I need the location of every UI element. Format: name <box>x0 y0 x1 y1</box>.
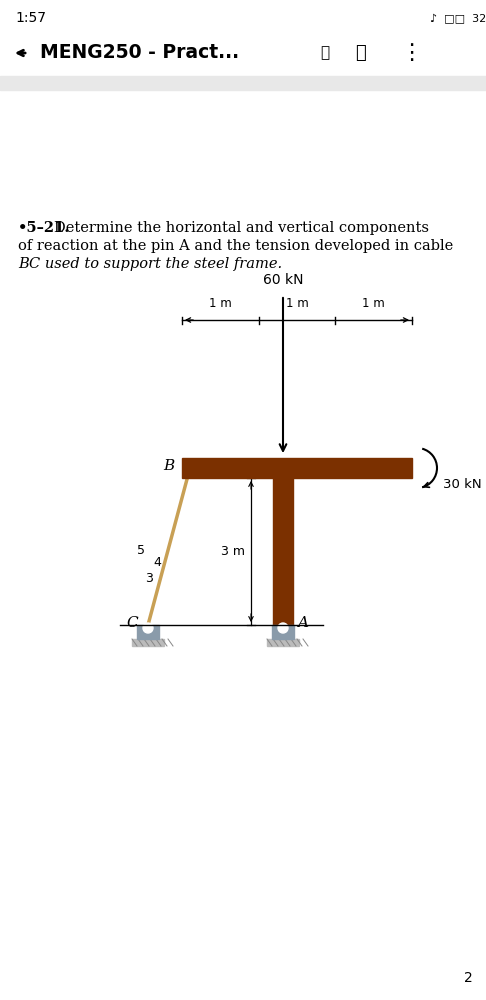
Text: 1:57: 1:57 <box>15 11 46 25</box>
Bar <box>267 639 299 646</box>
Bar <box>272 625 294 639</box>
Text: ⧉: ⧉ <box>355 44 366 62</box>
Text: 1 m: 1 m <box>362 297 385 310</box>
Bar <box>182 458 412 478</box>
Text: 5: 5 <box>137 544 145 557</box>
Text: 3 m: 3 m <box>221 545 245 558</box>
Text: 30 kN · m: 30 kN · m <box>443 478 486 490</box>
Circle shape <box>278 623 288 633</box>
Text: BC used to support the steel frame.: BC used to support the steel frame. <box>18 257 282 271</box>
Text: 2: 2 <box>464 971 472 985</box>
Text: Determine the horizontal and vertical components: Determine the horizontal and vertical co… <box>54 221 429 235</box>
Bar <box>0 76 486 90</box>
Text: 60 kN: 60 kN <box>263 273 303 287</box>
Text: 1 m: 1 m <box>286 297 309 310</box>
Text: •5–21.: •5–21. <box>18 221 70 235</box>
Text: ♪  □□  32%: ♪ □□ 32% <box>430 13 486 23</box>
Bar <box>132 639 164 646</box>
Text: 1 m: 1 m <box>209 297 232 310</box>
Text: MENG250 - Pract...: MENG250 - Pract... <box>40 43 239 62</box>
Text: C: C <box>126 616 138 630</box>
Text: A: A <box>297 616 308 630</box>
Circle shape <box>143 623 153 633</box>
Text: 4: 4 <box>154 556 162 569</box>
Text: 3: 3 <box>145 572 153 585</box>
Text: of reaction at the pin A and the tension developed in cable: of reaction at the pin A and the tension… <box>18 239 453 253</box>
Text: ⮪: ⮪ <box>320 45 329 60</box>
Bar <box>137 625 159 639</box>
Text: ⋮: ⋮ <box>400 43 422 63</box>
Bar <box>273 478 293 625</box>
Bar <box>0 30 486 76</box>
Text: B: B <box>163 459 174 473</box>
